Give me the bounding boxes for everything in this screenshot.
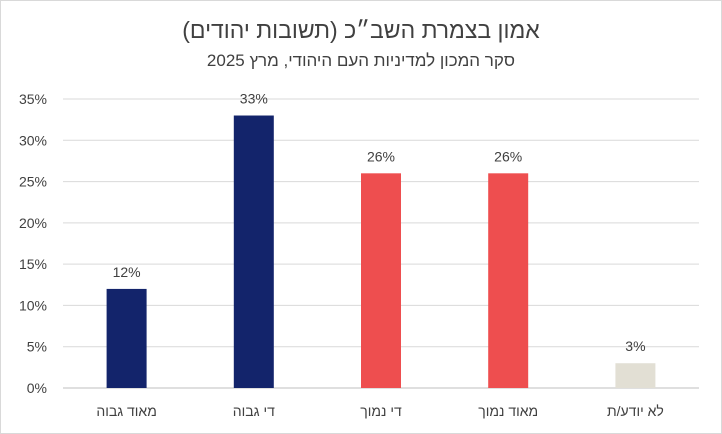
category-label: לא יודע/ת: [607, 403, 664, 419]
category-label: די נמוך: [360, 403, 402, 419]
bar: [233, 115, 274, 388]
y-tick-label: 25%: [19, 174, 47, 190]
data-label: 3%: [625, 338, 645, 354]
bar: [488, 173, 529, 388]
chart-title: אמון בצמרת השב״כ (תשובות יהודים): [182, 17, 540, 43]
data-label: 26%: [367, 148, 395, 164]
data-label: 33%: [240, 91, 268, 107]
bar: [106, 288, 147, 388]
category-label: מאוד גבוה: [96, 403, 157, 419]
chart-subtitle: סקר המכון למדיניות העם היהודי, מרץ 2025: [206, 51, 516, 70]
y-tick-label: 35%: [19, 91, 47, 107]
data-label: 12%: [113, 264, 141, 280]
data-label: 26%: [494, 148, 522, 164]
y-tick-label: 20%: [19, 215, 47, 231]
y-tick-label: 0%: [27, 380, 47, 396]
y-tick-label: 15%: [19, 256, 47, 272]
category-label: מאוד נמוך: [478, 403, 538, 419]
category-label: די גבוה: [233, 403, 275, 419]
bar: [615, 363, 656, 388]
y-tick-label: 10%: [19, 297, 47, 313]
bar: [361, 173, 401, 388]
y-tick-label: 5%: [27, 339, 47, 355]
y-tick-label: 30%: [19, 132, 47, 148]
